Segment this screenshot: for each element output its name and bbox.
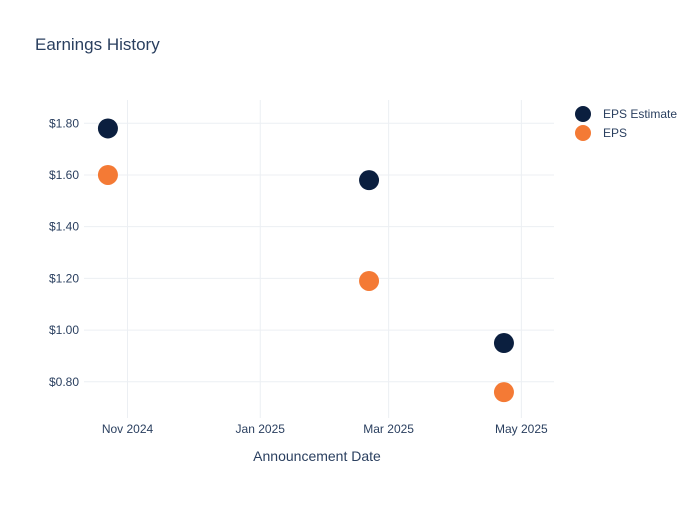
series-eps-estimate (97, 118, 514, 354)
data-point[interactable] (359, 170, 380, 191)
grid (84, 100, 554, 418)
x-tick-label: Jan 2025 (236, 422, 286, 436)
legend-item[interactable]: EPS Estimate (575, 106, 677, 122)
y-tick-label: $1.20 (49, 271, 79, 285)
axes: $0.80 $1.00 $1.20 $1.40 $1.60 $1.80 Nov 2024 Ja… (49, 116, 548, 436)
legend-label: EPS (603, 126, 627, 140)
data-point[interactable] (97, 164, 118, 185)
legend-marker (575, 125, 591, 141)
x-tick-label: Mar 2025 (363, 422, 414, 436)
x-axis-title: Announcement Date (253, 448, 381, 464)
data-point[interactable] (493, 382, 514, 403)
chart-title: Earnings History (35, 35, 160, 54)
x-tick-label: May 2025 (495, 422, 548, 436)
data-point[interactable] (359, 270, 380, 291)
x-tick-label: Nov 2024 (102, 422, 154, 436)
legend-label: EPS Estimate (603, 107, 677, 121)
data-point[interactable] (493, 333, 514, 354)
y-tick-label: $1.80 (49, 116, 79, 130)
y-tick-label: $1.60 (49, 168, 79, 182)
data-points (97, 118, 514, 403)
series-eps (97, 164, 514, 403)
legend[interactable]: EPS Estimate EPS (575, 106, 677, 141)
y-tick-label: $1.00 (49, 323, 79, 337)
y-tick-label: $1.40 (49, 220, 79, 234)
data-point[interactable] (97, 118, 118, 139)
legend-marker (575, 106, 591, 122)
y-tick-label: $0.80 (49, 375, 79, 389)
legend-item[interactable]: EPS (575, 125, 627, 141)
